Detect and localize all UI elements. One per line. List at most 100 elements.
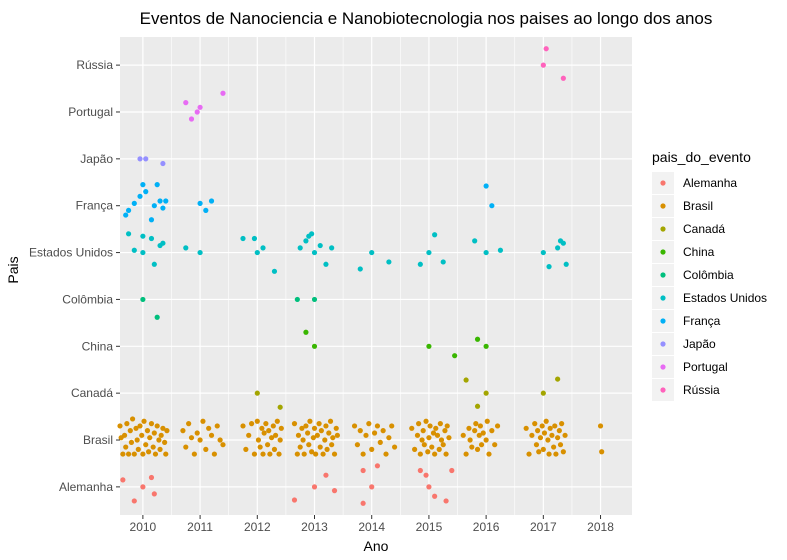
data-point: [152, 451, 159, 457]
data-point: [432, 232, 438, 238]
data-point: [163, 198, 169, 204]
data-point: [121, 432, 128, 438]
data-point: [278, 425, 284, 431]
data-point: [432, 493, 438, 499]
data-point: [425, 449, 431, 455]
data-point: [220, 90, 226, 96]
data-point: [333, 425, 339, 431]
data-point: [483, 437, 489, 443]
data-point: [309, 231, 315, 237]
data-point: [543, 46, 549, 52]
data-point: [197, 104, 203, 110]
data-point: [311, 343, 318, 349]
grid-lines: [120, 37, 632, 515]
data-point: [217, 437, 223, 443]
data-point: [123, 212, 129, 218]
legend-marker: [660, 364, 666, 370]
legend-label: Alemanha: [683, 176, 737, 190]
data-point: [134, 437, 140, 443]
data-point: [419, 437, 425, 443]
data-point: [426, 435, 432, 441]
y-tick-label: Brasil: [83, 433, 113, 447]
data-point: [260, 451, 266, 457]
data-point: [409, 425, 415, 431]
data-point: [143, 442, 149, 448]
data-point: [299, 425, 305, 431]
data-point: [140, 233, 146, 239]
data-point: [489, 203, 495, 209]
data-point: [197, 200, 203, 206]
data-point: [147, 435, 153, 441]
data-point: [417, 467, 423, 474]
data-point: [483, 183, 489, 189]
data-point: [497, 247, 504, 253]
data-points: [117, 46, 605, 506]
data-point: [267, 451, 273, 457]
data-point: [194, 430, 200, 436]
data-point: [539, 423, 545, 429]
data-point: [440, 442, 446, 448]
data-point: [562, 432, 568, 438]
data-point: [416, 421, 422, 427]
data-point: [540, 390, 546, 396]
data-point: [560, 240, 566, 246]
data-point: [383, 451, 389, 457]
data-point: [440, 259, 446, 265]
data-point: [541, 430, 548, 436]
data-point: [277, 437, 283, 443]
y-tick-label: França: [76, 199, 114, 213]
data-point: [330, 435, 336, 441]
data-point: [478, 442, 485, 448]
data-point: [259, 425, 265, 431]
data-point: [123, 444, 129, 450]
data-point: [553, 451, 559, 457]
data-point: [429, 444, 435, 450]
data-point: [311, 484, 318, 490]
legend-marker: [660, 272, 666, 278]
data-point: [143, 156, 149, 162]
data-point: [380, 428, 386, 434]
data-point: [125, 231, 132, 237]
data-point: [492, 442, 498, 448]
data-point: [532, 421, 538, 427]
legend-label: Portugal: [683, 360, 728, 374]
data-point: [140, 296, 146, 303]
data-point: [540, 249, 546, 256]
data-point: [526, 451, 532, 457]
data-point: [469, 444, 475, 450]
data-point: [357, 266, 363, 272]
data-point: [472, 428, 478, 434]
data-point: [417, 451, 423, 457]
legend-marker: [660, 249, 666, 255]
data-point: [243, 446, 249, 452]
data-point: [551, 444, 557, 450]
data-point: [537, 435, 544, 441]
data-point: [148, 421, 155, 427]
data-point: [543, 418, 549, 424]
data-point: [297, 444, 303, 450]
data-point: [329, 442, 335, 448]
legend-label: Brasil: [683, 199, 713, 213]
data-point: [246, 432, 252, 438]
legend-marker: [660, 180, 666, 186]
data-point: [545, 437, 551, 443]
data-point: [131, 451, 137, 457]
data-point: [220, 442, 226, 448]
data-point: [556, 428, 562, 434]
data-point: [194, 109, 200, 115]
data-point: [427, 423, 433, 429]
data-point: [426, 484, 432, 490]
data-point: [268, 435, 275, 441]
data-point: [547, 425, 553, 431]
data-point: [412, 446, 418, 452]
legend: pais_do_evento Alemanha Brasil Canadá China…: [652, 149, 767, 401]
data-point: [484, 418, 490, 424]
data-point: [260, 245, 266, 251]
data-point: [463, 377, 469, 383]
data-point: [546, 451, 552, 457]
data-point: [324, 446, 330, 452]
data-point: [597, 423, 604, 429]
data-point: [489, 428, 495, 434]
data-point: [273, 432, 279, 438]
data-point: [318, 428, 324, 434]
